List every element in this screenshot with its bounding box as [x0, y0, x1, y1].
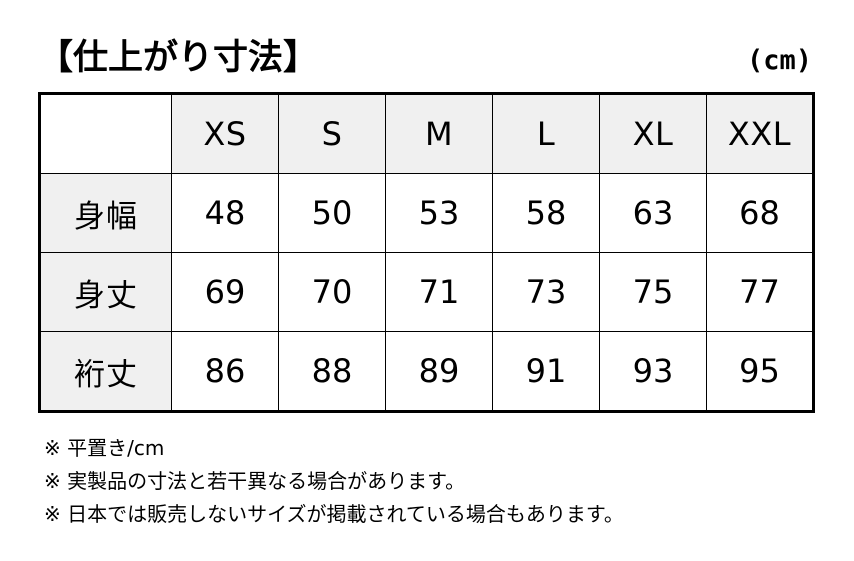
column-header-xxl: XXL [706, 93, 814, 174]
size-table-container: XS S M L XL XXL 身幅 48 50 53 58 63 68 [38, 92, 815, 413]
table-row: 身丈 69 70 71 73 75 77 [39, 252, 814, 332]
column-header-m: M [385, 93, 493, 174]
cell-body-width-xxl: 68 [706, 173, 814, 253]
cell-body-length-xxl: 77 [706, 252, 814, 332]
cell-body-width-l: 58 [492, 173, 600, 253]
footnote-measurement-method: ※ 平置き/cm [44, 436, 165, 460]
cell-body-length-xs: 69 [171, 252, 279, 332]
cell-sleeve-length-xxl: 95 [706, 331, 814, 412]
footnote-availability: ※ 日本では販売しないサイズが掲載されている場合もあります。 [44, 502, 624, 526]
column-header-s: S [278, 93, 386, 174]
cell-body-width-s: 50 [278, 173, 386, 253]
row-label-body-width: 身幅 [39, 173, 172, 253]
table-row: 裄丈 86 88 89 91 93 95 [39, 331, 814, 412]
chart-header: 【仕上がり寸法】 (cm) [38, 24, 812, 76]
cell-body-width-m: 53 [385, 173, 493, 253]
cell-body-width-xs: 48 [171, 173, 279, 253]
table-row: 身幅 48 50 53 58 63 68 [39, 173, 814, 253]
footnotes: ※ 平置き/cm ※ 実製品の寸法と若干異なる場合があります。 ※ 日本では販売… [44, 432, 834, 531]
page-title: 【仕上がり寸法】 [38, 38, 319, 78]
column-header-l: L [492, 93, 600, 174]
cell-sleeve-length-xs: 86 [171, 331, 279, 412]
column-header-xs: XS [171, 93, 279, 174]
row-label-body-length: 身丈 [39, 252, 172, 332]
table-corner-cell [39, 93, 172, 174]
cell-sleeve-length-l: 91 [492, 331, 600, 412]
size-table: XS S M L XL XXL 身幅 48 50 53 58 63 68 [38, 92, 815, 413]
cell-sleeve-length-m: 89 [385, 331, 493, 412]
row-label-sleeve-length: 裄丈 [39, 331, 172, 412]
column-header-xl: XL [599, 93, 707, 174]
cell-body-length-m: 71 [385, 252, 493, 332]
cell-sleeve-length-xl: 93 [599, 331, 707, 412]
cell-body-length-xl: 75 [599, 252, 707, 332]
table-header-row: XS S M L XL XXL [39, 93, 814, 174]
cell-body-width-xl: 63 [599, 173, 707, 253]
cell-sleeve-length-s: 88 [278, 331, 386, 412]
unit-label: (cm) [746, 45, 812, 76]
cell-body-length-l: 73 [492, 252, 600, 332]
cell-body-length-s: 70 [278, 252, 386, 332]
footnote-tolerance: ※ 実製品の寸法と若干異なる場合があります。 [44, 469, 466, 493]
